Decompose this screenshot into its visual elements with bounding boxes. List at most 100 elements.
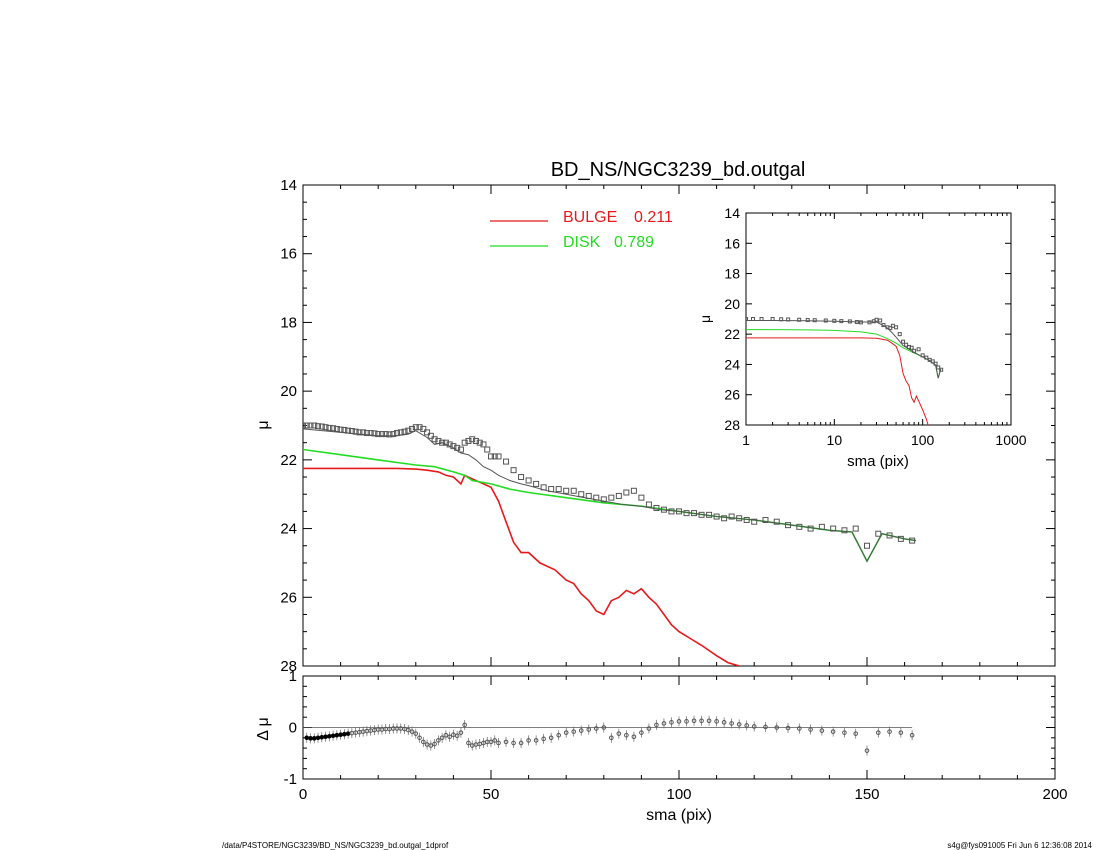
- data-point: [318, 423, 325, 430]
- residual-point: [571, 729, 577, 734]
- residual-point: [853, 731, 859, 736]
- data-point: [585, 492, 592, 499]
- residual-point: [797, 726, 802, 731]
- residual-axis-ticks: [302, 675, 1056, 780]
- data-point: [341, 426, 348, 433]
- data-point: [356, 429, 363, 436]
- data-point: [676, 508, 682, 515]
- data-point: [623, 489, 630, 496]
- data-point: [912, 348, 917, 353]
- data-point: [311, 422, 318, 429]
- data-point: [888, 326, 893, 331]
- data-point: [897, 332, 902, 337]
- data-point: [746, 317, 748, 321]
- data-point: [333, 425, 340, 432]
- y-tick-label: 20: [724, 296, 740, 312]
- data-point: [345, 427, 352, 434]
- data-point: [854, 320, 859, 325]
- x-tick-label: 100: [666, 786, 691, 803]
- residual-point: [432, 741, 437, 747]
- y-tick-label: 26: [724, 387, 740, 403]
- residual-point: [646, 726, 652, 731]
- y-tick-label: 24: [724, 356, 740, 372]
- legend-bulge-label: BULGE: [563, 209, 617, 226]
- data-point: [818, 523, 825, 530]
- data-point: [382, 431, 389, 438]
- data-point: [762, 516, 769, 523]
- residual-point: [421, 739, 426, 745]
- residual-point: [593, 726, 599, 731]
- data-point: [360, 429, 367, 436]
- data-point: [578, 491, 585, 498]
- residual-point: [466, 740, 471, 746]
- main-y-axis-label: μ: [255, 420, 272, 429]
- residual-point: [751, 724, 757, 729]
- data-point: [886, 532, 893, 539]
- x-tick-label: 1: [742, 432, 750, 448]
- data-point: [930, 359, 935, 364]
- data-point: [427, 432, 434, 439]
- data-point: [555, 486, 562, 493]
- data-point: [303, 422, 306, 429]
- main-axis-ticks: [302, 184, 1056, 667]
- legend-disk-label: DISK: [563, 234, 601, 251]
- data-point: [698, 511, 705, 518]
- residual-point: [304, 735, 310, 741]
- data-point: [847, 319, 852, 324]
- data-point: [450, 443, 457, 450]
- residual-point: [330, 733, 336, 739]
- y-tick-label: 24: [280, 521, 297, 538]
- residual-point: [909, 732, 915, 738]
- data-point: [367, 430, 374, 437]
- data-point: [805, 318, 810, 323]
- x-tick-label: 150: [854, 786, 879, 803]
- data-point: [728, 513, 735, 520]
- residual-point: [721, 720, 727, 725]
- residual-point: [518, 740, 524, 746]
- residual-point: [744, 723, 749, 728]
- residual-point: [342, 731, 347, 737]
- residual-point: [334, 732, 340, 738]
- data-point: [390, 431, 397, 438]
- footer-timestamp: s4g@fys091005 Fri Jun 6 12:36:08 2014: [947, 841, 1092, 850]
- data-point: [615, 492, 622, 499]
- data-point: [660, 506, 667, 513]
- residual-point: [447, 734, 452, 740]
- data-point: [894, 325, 899, 330]
- data-point: [548, 486, 555, 493]
- data-point: [933, 361, 938, 366]
- residual-point: [763, 724, 768, 730]
- data-point: [797, 317, 802, 322]
- data-point: [608, 494, 615, 501]
- data-point: [653, 504, 660, 511]
- residual-point: [436, 738, 441, 743]
- x-tick-label: 50: [483, 786, 500, 803]
- y-tick-label: 1: [289, 668, 297, 685]
- inset-series-group: [746, 317, 944, 425]
- residual-point: [409, 729, 415, 734]
- data-point: [807, 525, 814, 532]
- data-point: [839, 319, 844, 324]
- data-point: [878, 318, 883, 323]
- y-tick-label: -1: [284, 771, 297, 788]
- data-point: [864, 542, 870, 549]
- residual-point: [736, 722, 742, 727]
- data-point: [439, 439, 446, 446]
- data-point: [779, 317, 784, 322]
- residual-point: [563, 730, 569, 735]
- residual-point: [887, 729, 892, 734]
- data-point: [378, 431, 385, 438]
- residual-point: [311, 736, 317, 741]
- residual-point: [616, 731, 622, 736]
- data-point: [307, 422, 314, 429]
- data-point: [540, 484, 547, 491]
- data-point: [397, 429, 404, 436]
- data-point: [363, 430, 370, 437]
- data-point: [920, 353, 925, 358]
- residual-point: [639, 730, 644, 735]
- data-point: [874, 317, 879, 322]
- data-point: [476, 439, 483, 446]
- data-point: [713, 513, 720, 520]
- data-point: [420, 425, 427, 432]
